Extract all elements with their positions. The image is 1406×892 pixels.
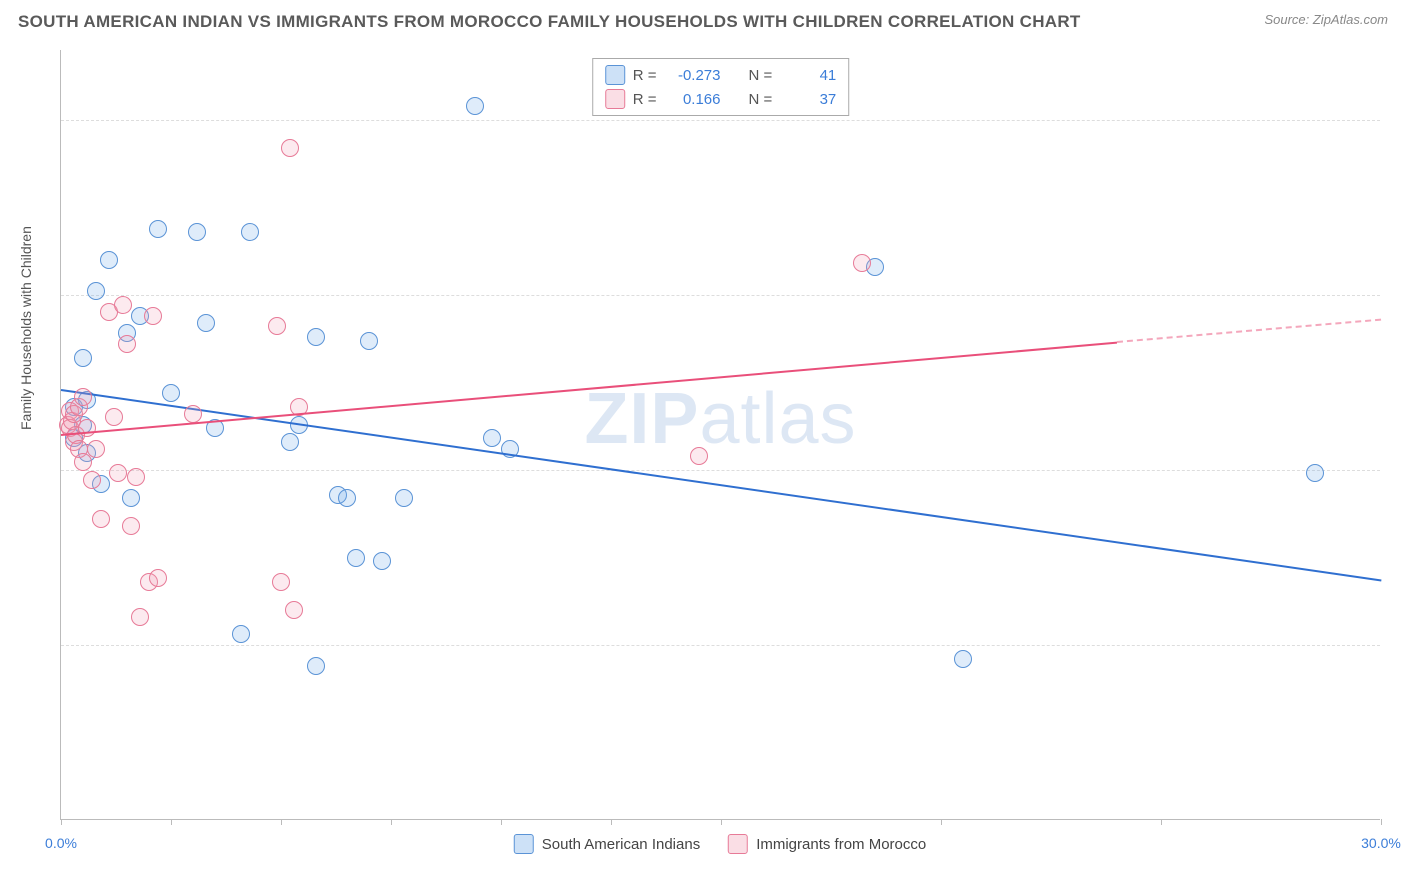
- data-point: [144, 307, 162, 325]
- data-point: [74, 388, 92, 406]
- data-point: [281, 433, 299, 451]
- watermark: ZIPatlas: [584, 378, 856, 460]
- data-point: [268, 317, 286, 335]
- data-point: [232, 625, 250, 643]
- data-point: [105, 408, 123, 426]
- data-point: [188, 223, 206, 241]
- data-point: [149, 569, 167, 587]
- legend-r-value: -0.273: [665, 67, 721, 84]
- data-point: [466, 97, 484, 115]
- legend-series: South American Indians Immigrants from Mo…: [514, 834, 926, 854]
- data-point: [690, 447, 708, 465]
- legend-series-item: South American Indians: [514, 834, 700, 854]
- y-axis-label: Family Households with Children: [18, 226, 34, 430]
- legend-r-label: R =: [633, 67, 657, 84]
- data-point: [74, 349, 92, 367]
- data-point: [131, 608, 149, 626]
- data-point: [853, 254, 871, 272]
- data-point: [87, 440, 105, 458]
- chart-title: SOUTH AMERICAN INDIAN VS IMMIGRANTS FROM…: [18, 12, 1081, 32]
- data-point: [92, 510, 110, 528]
- x-tick: [391, 819, 392, 825]
- data-point: [127, 468, 145, 486]
- x-tick: [941, 819, 942, 825]
- x-tick: [611, 819, 612, 825]
- data-point: [83, 471, 101, 489]
- gridline-h: [61, 645, 1380, 646]
- legend-n-label: N =: [749, 91, 773, 108]
- gridline-h: [61, 470, 1380, 471]
- data-point: [483, 429, 501, 447]
- data-point: [100, 251, 118, 269]
- trend-line: [61, 341, 1117, 435]
- data-point: [395, 489, 413, 507]
- data-point: [122, 517, 140, 535]
- legend-n-value: 37: [780, 91, 836, 108]
- data-point: [149, 220, 167, 238]
- chart-area: ZIPatlas R =-0.273N =41R =0.166N =37 12.…: [60, 50, 1380, 820]
- data-point: [285, 601, 303, 619]
- x-tick-label: 30.0%: [1361, 835, 1401, 851]
- legend-series-label: Immigrants from Morocco: [756, 836, 926, 853]
- legend-swatch: [728, 834, 748, 854]
- gridline-h: [61, 120, 1380, 121]
- data-point: [122, 489, 140, 507]
- x-tick: [501, 819, 502, 825]
- data-point: [307, 657, 325, 675]
- legend-swatch: [605, 89, 625, 109]
- x-tick: [1161, 819, 1162, 825]
- data-point: [1306, 464, 1324, 482]
- legend-n-value: 41: [780, 67, 836, 84]
- x-tick: [1381, 819, 1382, 825]
- legend-series-label: South American Indians: [542, 836, 700, 853]
- plot-area: ZIPatlas R =-0.273N =41R =0.166N =37 12.…: [60, 50, 1380, 820]
- data-point: [307, 328, 325, 346]
- gridline-h: [61, 295, 1380, 296]
- data-point: [347, 549, 365, 567]
- legend-r-label: R =: [633, 91, 657, 108]
- legend-stat-row: R = -0.273 N = 41: [605, 63, 837, 87]
- x-tick: [721, 819, 722, 825]
- data-point: [272, 573, 290, 591]
- data-point: [360, 332, 378, 350]
- legend-stat-row: R = 0.166 N = 37: [605, 87, 837, 111]
- x-tick: [171, 819, 172, 825]
- data-point: [162, 384, 180, 402]
- data-point: [78, 419, 96, 437]
- legend-r-value: 0.166: [665, 91, 721, 108]
- x-tick: [281, 819, 282, 825]
- data-point: [373, 552, 391, 570]
- data-point: [197, 314, 215, 332]
- data-point: [184, 405, 202, 423]
- data-point: [114, 296, 132, 314]
- legend-swatch: [514, 834, 534, 854]
- source-label: Source: ZipAtlas.com: [1264, 12, 1388, 27]
- legend-series-item: Immigrants from Morocco: [728, 834, 926, 854]
- trend-line: [1117, 319, 1381, 343]
- x-tick: [61, 819, 62, 825]
- data-point: [118, 335, 136, 353]
- data-point: [281, 139, 299, 157]
- data-point: [241, 223, 259, 241]
- x-tick-label: 0.0%: [45, 835, 77, 851]
- legend-swatch: [605, 65, 625, 85]
- legend-n-label: N =: [749, 67, 773, 84]
- data-point: [87, 282, 105, 300]
- data-point: [338, 489, 356, 507]
- legend-stats: R = -0.273 N = 41 R = 0.166 N = 37: [592, 58, 850, 116]
- data-point: [954, 650, 972, 668]
- data-point: [109, 464, 127, 482]
